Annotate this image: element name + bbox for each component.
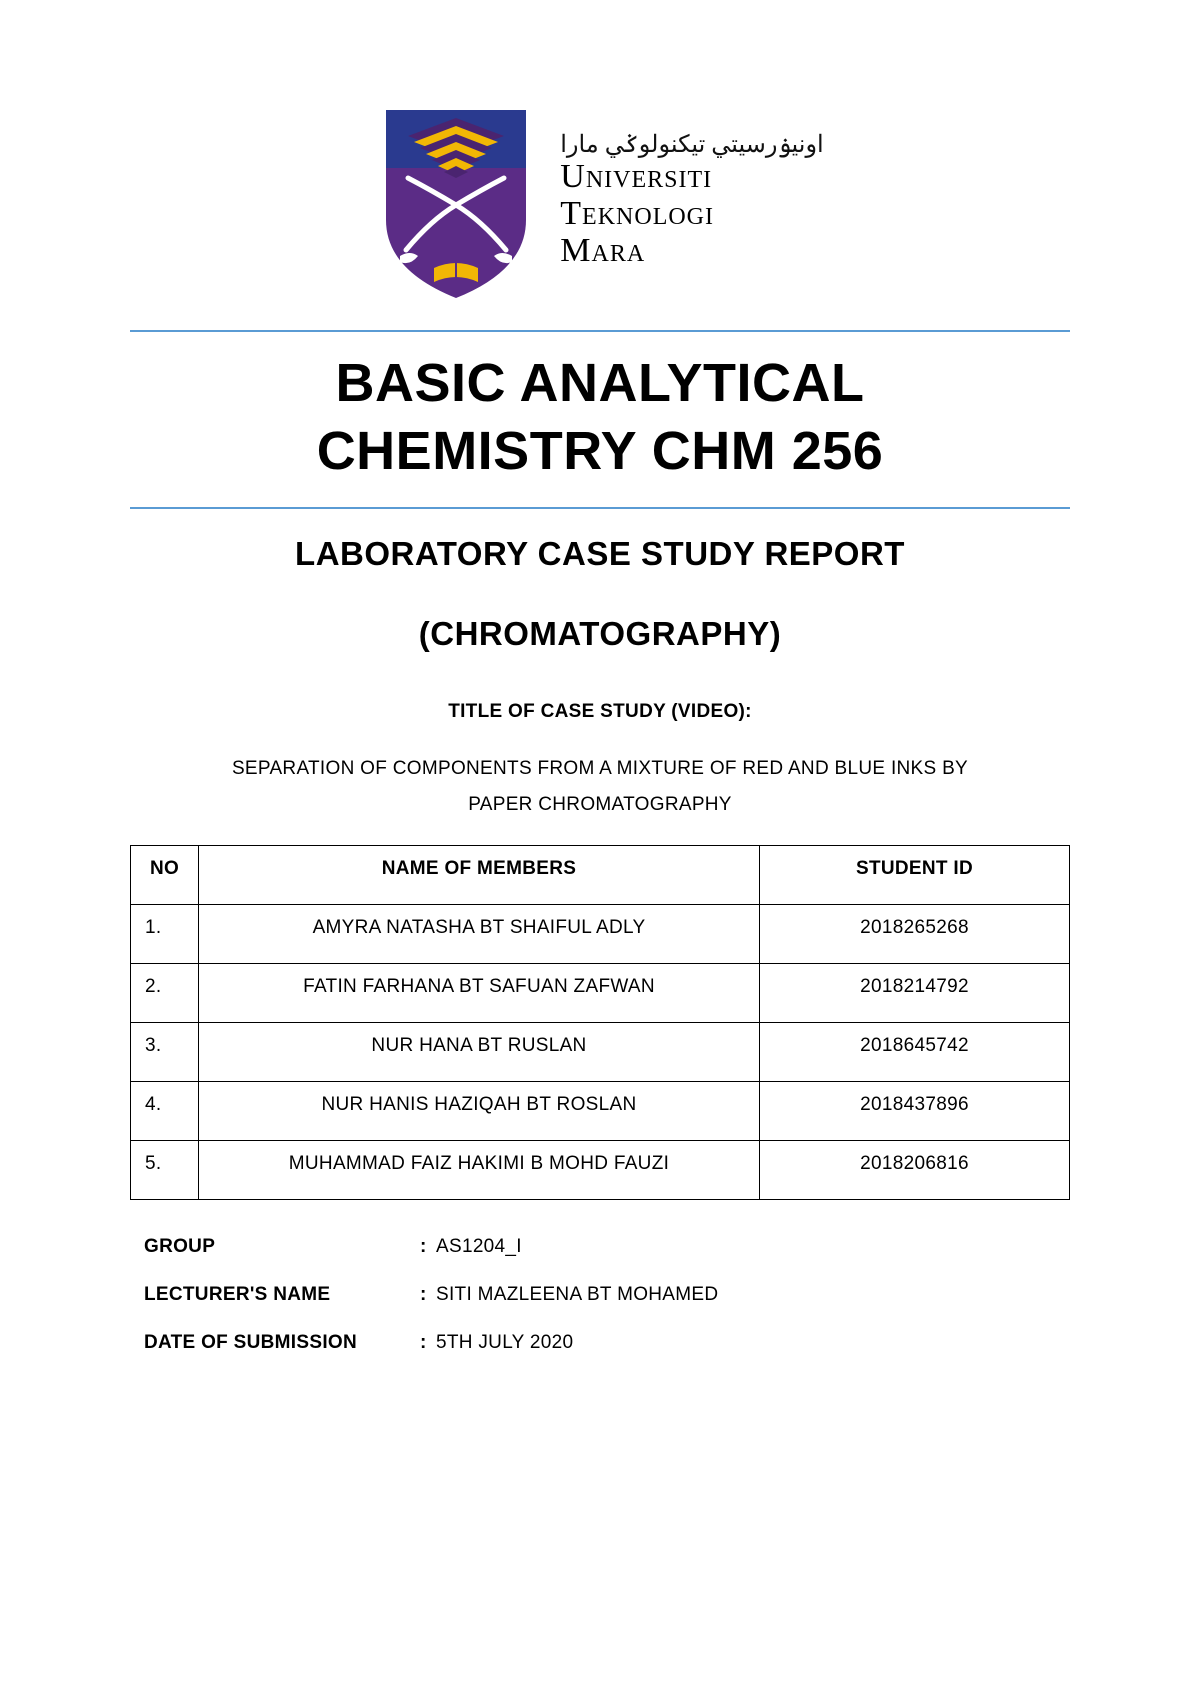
case-study-label: TITLE OF CASE STUDY (VIDEO): <box>130 701 1070 723</box>
subtitle-topic: (CHROMATOGRAPHY) <box>130 615 1070 653</box>
lecturer-value: SITI MAZLEENA BT MOHAMED <box>436 1284 718 1306</box>
table-row: 4. NUR HANIS HAZIQAH BT ROSLAN 201843789… <box>131 1082 1070 1141</box>
main-title: BASIC ANALYTICAL CHEMISTRY CHM 256 <box>130 350 1070 485</box>
meta-group: GROUP : AS1204_I <box>130 1236 1070 1258</box>
colon: : <box>420 1332 436 1354</box>
table-header-row: NO NAME OF MEMBERS STUDENT ID <box>131 846 1070 905</box>
members-table: NO NAME OF MEMBERS STUDENT ID 1. AMYRA N… <box>130 845 1070 1200</box>
group-label: GROUP <box>130 1236 420 1258</box>
table-row: 1. AMYRA NATASHA BT SHAIFUL ADLY 2018265… <box>131 905 1070 964</box>
jawi-script: اونيۏرسيتي تيكنولوݢي مارا <box>560 130 823 159</box>
table-row: 3. NUR HANA BT RUSLAN 2018645742 <box>131 1023 1070 1082</box>
uni-line1: Universiti <box>560 158 712 195</box>
meta-lecturer: LECTURER'S NAME : SITI MAZLEENA BT MOHAM… <box>130 1284 1070 1306</box>
lecturer-label: LECTURER'S NAME <box>130 1284 420 1306</box>
cell-no: 2. <box>131 964 199 1023</box>
logo-block: اونيۏرسيتي تيكنولوݢي مارا Universiti Tek… <box>130 100 1070 300</box>
cell-sid: 2018437896 <box>760 1082 1070 1141</box>
date-label: DATE OF SUBMISSION <box>130 1332 420 1354</box>
meta-date: DATE OF SUBMISSION : 5TH JULY 2020 <box>130 1332 1070 1354</box>
uitm-text-logo: اونيۏرسيتي تيكنولوݢي مارا Universiti Tek… <box>560 130 823 269</box>
cell-name: NUR HANIS HAZIQAH BT ROSLAN <box>199 1082 760 1141</box>
case-study-title: SEPARATION OF COMPONENTS FROM A MIXTURE … <box>130 751 1070 823</box>
cell-name: MUHAMMAD FAIZ HAKIMI B MOHD FAUZI <box>199 1141 760 1200</box>
cell-name: NUR HANA BT RUSLAN <box>199 1023 760 1082</box>
university-name: Universiti Teknologi Mara <box>560 159 823 269</box>
divider-top <box>130 330 1070 332</box>
table-row: 5. MUHAMMAD FAIZ HAKIMI B MOHD FAUZI 201… <box>131 1141 1070 1200</box>
divider-bottom <box>130 507 1070 509</box>
header-name: NAME OF MEMBERS <box>199 846 760 905</box>
cell-sid: 2018206816 <box>760 1141 1070 1200</box>
cell-name: FATIN FARHANA BT SAFUAN ZAFWAN <box>199 964 760 1023</box>
meta-block: GROUP : AS1204_I LECTURER'S NAME : SITI … <box>130 1236 1070 1354</box>
main-title-line2: CHEMISTRY CHM 256 <box>317 421 884 481</box>
table-row: 2. FATIN FARHANA BT SAFUAN ZAFWAN 201821… <box>131 964 1070 1023</box>
header-sid: STUDENT ID <box>760 846 1070 905</box>
document-page: اونيۏرسيتي تيكنولوݢي مارا Universiti Tek… <box>0 0 1200 1697</box>
case-title-line2: PAPER CHROMATOGRAPHY <box>468 794 732 815</box>
header-no: NO <box>131 846 199 905</box>
uni-line2: Teknologi <box>560 195 714 232</box>
cell-no: 3. <box>131 1023 199 1082</box>
case-title-line1: SEPARATION OF COMPONENTS FROM A MIXTURE … <box>232 758 968 779</box>
main-title-line1: BASIC ANALYTICAL <box>335 353 864 413</box>
subtitle-report: LABORATORY CASE STUDY REPORT <box>130 535 1070 573</box>
date-value: 5TH JULY 2020 <box>436 1332 573 1354</box>
group-value: AS1204_I <box>436 1236 522 1258</box>
colon: : <box>420 1236 436 1258</box>
cell-no: 5. <box>131 1141 199 1200</box>
uni-line3: Mara <box>560 232 645 269</box>
uitm-shield-logo <box>376 100 536 300</box>
cell-sid: 2018265268 <box>760 905 1070 964</box>
colon: : <box>420 1284 436 1306</box>
cell-sid: 2018645742 <box>760 1023 1070 1082</box>
cell-no: 1. <box>131 905 199 964</box>
cell-no: 4. <box>131 1082 199 1141</box>
cell-sid: 2018214792 <box>760 964 1070 1023</box>
cell-name: AMYRA NATASHA BT SHAIFUL ADLY <box>199 905 760 964</box>
